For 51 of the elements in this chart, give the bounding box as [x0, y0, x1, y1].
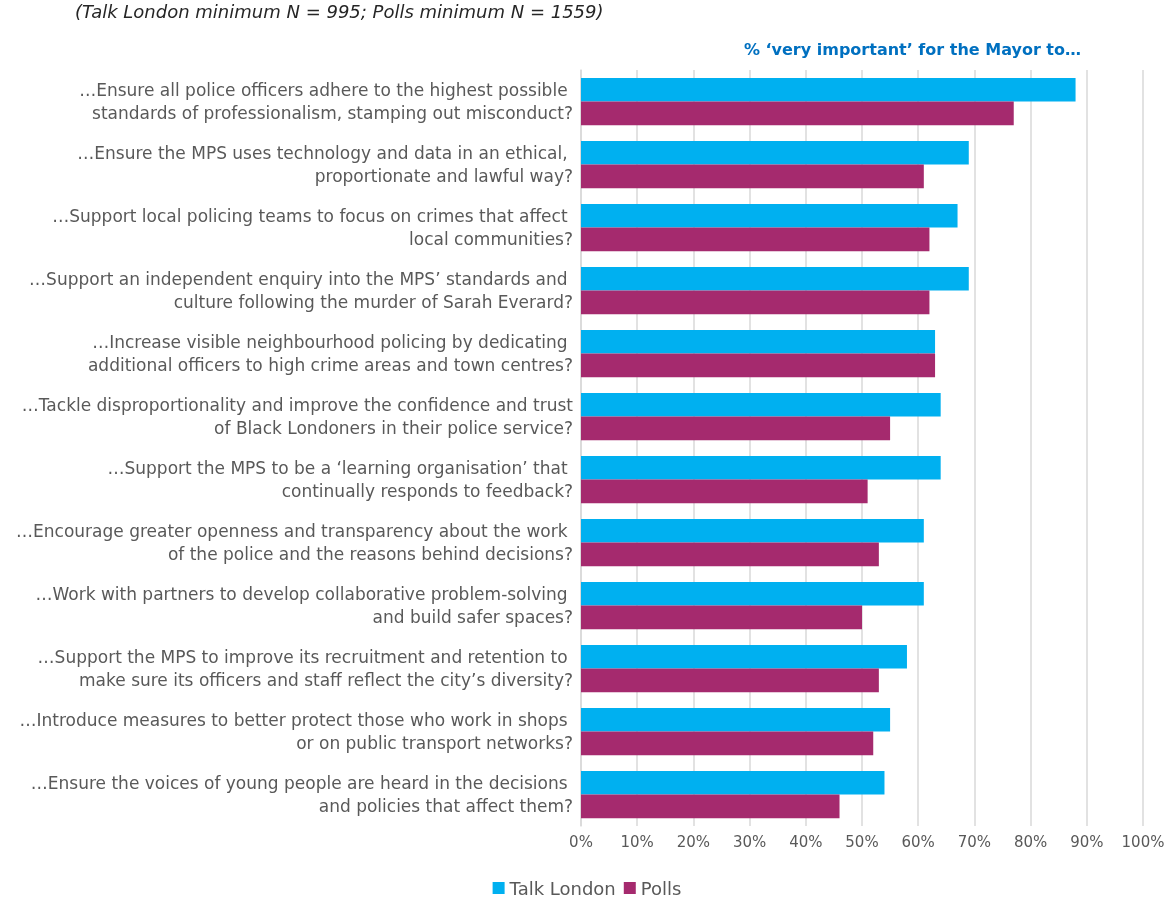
bar [581, 101, 1014, 126]
x-tick-label: 30% [732, 832, 767, 851]
y-tick-label: …Support local policing teams to focus on crimes that affect local communities? [52, 206, 573, 249]
text: (Talk London minimum N = 995; Polls minimum N = 1559) [75, 0, 604, 22]
bar [581, 290, 930, 315]
y-tick-label: …Work with partners to develop collaborative problem-solving and build safer spaces? [35, 584, 573, 627]
bar [581, 644, 907, 669]
y-tick-label: …Introduce measures to better protect those who work in shops or on public transport networks? [19, 710, 573, 753]
x-tick-label: 40% [789, 832, 823, 851]
bar [581, 794, 840, 819]
bar [581, 518, 924, 543]
bar [581, 227, 930, 252]
bar [581, 455, 941, 480]
bar [581, 416, 891, 441]
bar [581, 581, 924, 606]
bar [581, 329, 936, 354]
x-tick-label: 20% [676, 832, 711, 851]
legend-label: Polls [640, 877, 682, 899]
x-tick-label: 90% [1070, 832, 1104, 851]
bar [581, 266, 969, 291]
y-tick-label: …Tackle disproportionality and improve the confidence and trust of Black Londoners in their police service? [21, 395, 574, 438]
x-tick-label: 0% [569, 832, 593, 851]
bar [581, 353, 936, 378]
x-tick-label: 100% [1121, 832, 1165, 851]
bar [581, 770, 885, 795]
bar [581, 77, 1076, 102]
y-tick-label: …Support an independent enquiry into the MPS’ standards and culture following the murder of Sarah Everard? [29, 269, 573, 312]
y-tick-label: …Ensure the voices of young people are heard in the decisions and policies that affect them? [30, 773, 573, 816]
bar [581, 479, 868, 504]
x-tick-label: 60% [901, 832, 935, 851]
bar [581, 140, 969, 165]
bar [581, 542, 879, 567]
bar [581, 668, 879, 693]
legend-label: Talk London [508, 877, 616, 899]
bar [581, 164, 924, 189]
x-tick-label: 10% [620, 832, 654, 851]
y-tick-label: …Ensure all police officers adhere to the highest possible standards of professionalism, stamping out misconduct? [79, 80, 573, 123]
x-tick-label: 80% [1013, 832, 1048, 851]
chart-title: % ‘very important’ for the Mayor to… [743, 39, 1082, 59]
bar [581, 203, 958, 228]
bar [581, 731, 874, 756]
bar [581, 707, 891, 732]
y-tick-label: …Support the MPS to improve its recruitment and retention to make sure its officers and staff reflect the city’s diversity? [37, 647, 573, 690]
y-tick-label: …Support the MPS to be a ‘learning organisation’ that continually responds to feedback? [107, 458, 573, 501]
y-tick-label: …Encourage greater openness and transparency about the work of the police and the reasons behind decisions? [16, 521, 573, 564]
y-tick-label: …Ensure the MPS uses technology and data in an ethical, proportionate and lawful way? [77, 143, 573, 186]
bar [581, 392, 941, 417]
y-tick-label: …Increase visible neighbourhood policing by dedicating additional officers to high crime areas and town centres? [87, 332, 573, 375]
x-tick-label: 50% [845, 832, 879, 851]
bar [581, 605, 862, 630]
x-tick-label: 70% [957, 832, 992, 851]
